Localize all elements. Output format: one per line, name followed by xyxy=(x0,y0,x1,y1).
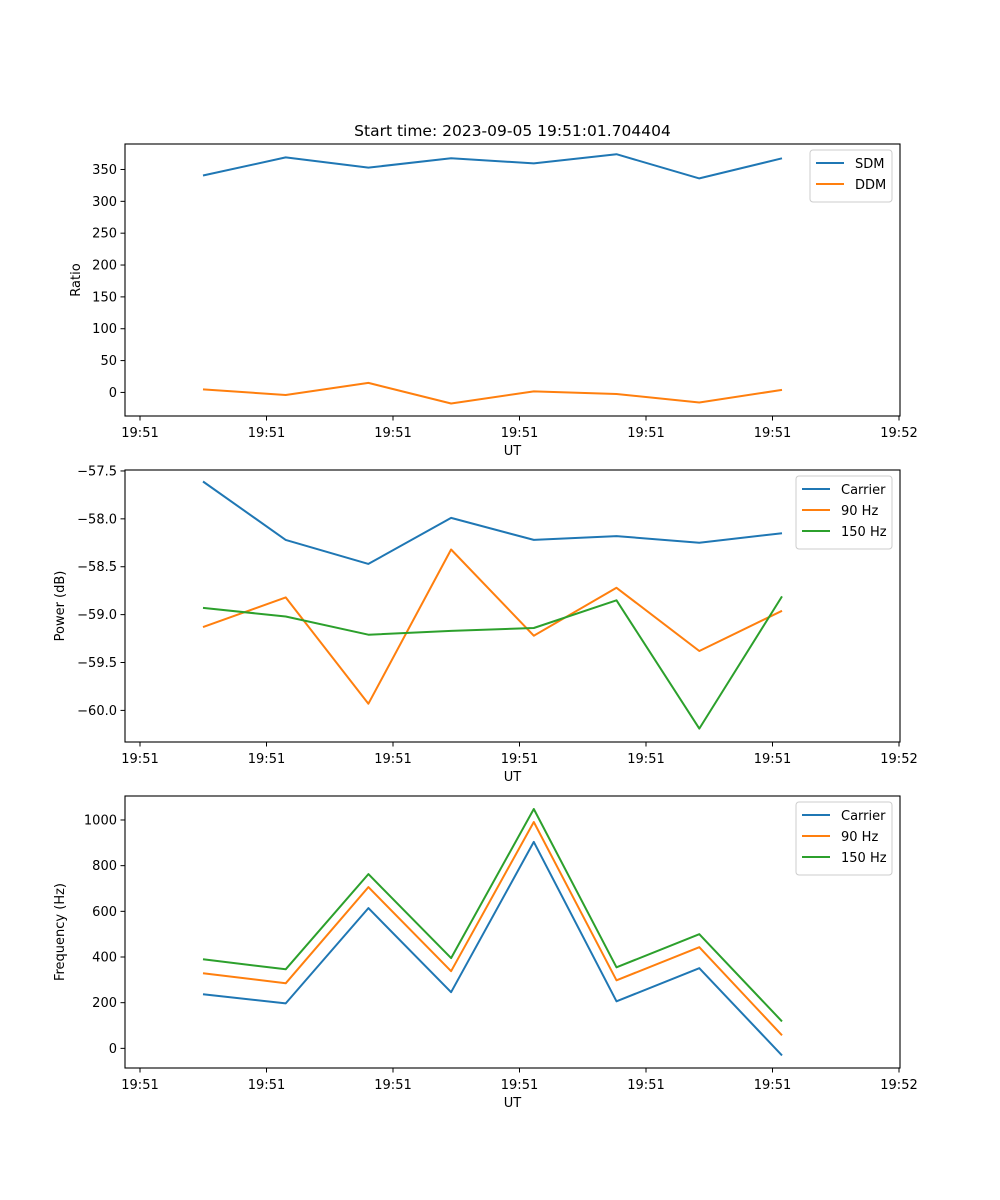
chart-title: Start time: 2023-09-05 19:51:01.704404 xyxy=(354,122,671,140)
y-tick-label: 200 xyxy=(92,259,117,274)
legend-label: 90 Hz xyxy=(841,830,878,845)
x-tick-label: 19:51 xyxy=(501,1078,538,1093)
series-line-carrier xyxy=(202,480,783,565)
y-tick-label: 0 xyxy=(109,386,117,401)
x-tick-label: 19:51 xyxy=(754,752,791,767)
y-tick-label: 0 xyxy=(109,1042,117,1057)
legend-label: 150 Hz xyxy=(841,851,887,866)
y-tick-label: −59.5 xyxy=(77,656,117,671)
y-tick-label: 600 xyxy=(92,905,117,920)
x-tick-label: 19:51 xyxy=(501,426,538,441)
y-tick-label: 300 xyxy=(92,195,117,210)
y-tick-label: 350 xyxy=(92,163,117,178)
legend-item: Carrier xyxy=(802,483,886,498)
x-tick-label: 19:52 xyxy=(880,1078,917,1093)
legend-item: 150 Hz xyxy=(802,525,887,540)
x-axis-label: UT xyxy=(504,444,522,459)
y-tick-label: 100 xyxy=(92,322,117,337)
y-tick-label: 50 xyxy=(100,354,117,369)
legend-item: 150 Hz xyxy=(802,851,887,866)
y-tick-label: −58.0 xyxy=(77,512,117,527)
panel-2: −60.0 −59.5 −59.0 −58.5 −58.0 −57.5 19:51 19:51… xyxy=(53,464,918,785)
x-tick-label: 19:51 xyxy=(754,426,791,441)
panel-3: 0 200 400 600 800 1000 19:51 19:51 19:51 19:51 19:… xyxy=(53,795,918,1111)
x-axis-label: UT xyxy=(504,770,522,785)
series-line-150-hz xyxy=(202,808,783,1023)
x-tick-label: 19:51 xyxy=(248,752,285,767)
x-tick-label: 19:51 xyxy=(627,426,664,441)
series-line-150-hz xyxy=(202,595,783,730)
axes-frame xyxy=(124,143,901,417)
x-tick-label: 19:51 xyxy=(248,426,285,441)
legend: Carrier 90 Hz 150 Hz xyxy=(795,475,893,550)
legend-item: SDM xyxy=(816,157,884,172)
series-line-90-hz xyxy=(202,821,783,1036)
x-tick-label: 19:51 xyxy=(627,752,664,767)
x-tick-label: 19:51 xyxy=(121,752,158,767)
x-tick-label: 19:52 xyxy=(880,426,917,441)
y-tick-label: −59.0 xyxy=(77,608,117,623)
y-tick-label: 800 xyxy=(92,859,117,874)
axes-frame xyxy=(124,469,901,743)
x-tick-label: 19:51 xyxy=(248,1078,285,1093)
x-tick-label: 19:51 xyxy=(374,426,411,441)
series-line-ddm xyxy=(202,381,783,405)
y-tick-label: −57.5 xyxy=(77,464,117,479)
series-line-carrier xyxy=(202,840,783,1057)
axes-frame xyxy=(124,795,901,1069)
legend-item: 90 Hz xyxy=(802,830,878,845)
x-tick-label: 19:51 xyxy=(121,426,158,441)
panel-1: 0 50 100 150 200 250 300 350 19:51 19:51 19:51 19:5… xyxy=(69,143,918,459)
legend-label: Carrier xyxy=(841,809,886,824)
x-axis-label: UT xyxy=(504,1096,522,1111)
legend: Carrier 90 Hz 150 Hz xyxy=(795,801,893,876)
legend-item: DDM xyxy=(816,178,886,193)
x-tick-label: 19:51 xyxy=(627,1078,664,1093)
y-axis-label: Frequency (Hz) xyxy=(53,883,68,981)
y-axis-label: Power (dB) xyxy=(53,571,68,642)
y-tick-label: 150 xyxy=(92,290,117,305)
y-tick-label: 250 xyxy=(92,227,117,242)
series-line-90-hz xyxy=(202,548,783,705)
legend-label: 150 Hz xyxy=(841,525,887,540)
legend: SDM DDM xyxy=(809,149,893,203)
legend-label: Carrier xyxy=(841,483,886,498)
y-tick-label: −60.0 xyxy=(77,704,117,719)
legend-label: 90 Hz xyxy=(841,504,878,519)
x-tick-label: 19:51 xyxy=(374,1078,411,1093)
y-tick-label: 200 xyxy=(92,996,117,1011)
y-axis-label: Ratio xyxy=(69,263,84,296)
legend-label: SDM xyxy=(855,157,884,172)
y-tick-label: 1000 xyxy=(84,813,117,828)
x-tick-label: 19:52 xyxy=(880,752,917,767)
x-tick-label: 19:51 xyxy=(374,752,411,767)
x-tick-label: 19:51 xyxy=(501,752,538,767)
y-tick-label: −58.5 xyxy=(77,560,117,575)
legend-item: Carrier xyxy=(802,809,886,824)
legend-item: 90 Hz xyxy=(802,504,878,519)
series-line-sdm xyxy=(202,153,783,180)
y-tick-label: 400 xyxy=(92,951,117,966)
x-tick-label: 19:51 xyxy=(121,1078,158,1093)
legend-label: DDM xyxy=(855,178,886,193)
x-tick-label: 19:51 xyxy=(754,1078,791,1093)
